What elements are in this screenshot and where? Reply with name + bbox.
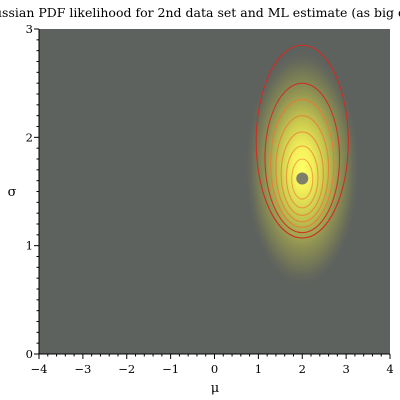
y-tick-label: 2: [26, 130, 33, 144]
x-tick-label: 0: [211, 362, 218, 376]
contour-line-1: [255, 44, 349, 239]
contour-lines: [255, 44, 349, 239]
x-tick-label: 3: [342, 362, 349, 376]
contour-line-3: [270, 98, 335, 228]
y-axis-label: σ: [8, 185, 17, 200]
x-tick-label: −4: [31, 362, 48, 376]
x-tick-label: 2: [299, 362, 306, 376]
x-tick-label: −2: [118, 362, 135, 376]
contour-line-6: [285, 145, 319, 209]
contour-line-5: [280, 131, 324, 216]
y-tick-label: 3: [26, 22, 33, 36]
likelihood-glow: [244, 48, 360, 289]
contour-line-2: [264, 82, 341, 234]
x-tick-label: −3: [74, 362, 91, 376]
ml-estimate-dot: [296, 172, 309, 185]
x-tick-label: −1: [162, 362, 179, 376]
x-tick-label: 1: [255, 362, 262, 376]
x-axis-ticks: −4 −3 −2 −1 0 1 2 3 4: [31, 354, 394, 376]
chart-title: Gaussian PDF likelihood for 2nd data set…: [0, 5, 400, 20]
y-tick-label: 0: [26, 347, 33, 361]
y-tick-label: 1: [26, 239, 33, 253]
contour-line-4: [275, 115, 330, 223]
y-axis-ticks: 0 1 2 3: [26, 22, 39, 361]
contour-line-7: [291, 158, 314, 200]
x-axis-label: μ: [211, 381, 219, 396]
x-tick-label: 4: [386, 362, 393, 376]
